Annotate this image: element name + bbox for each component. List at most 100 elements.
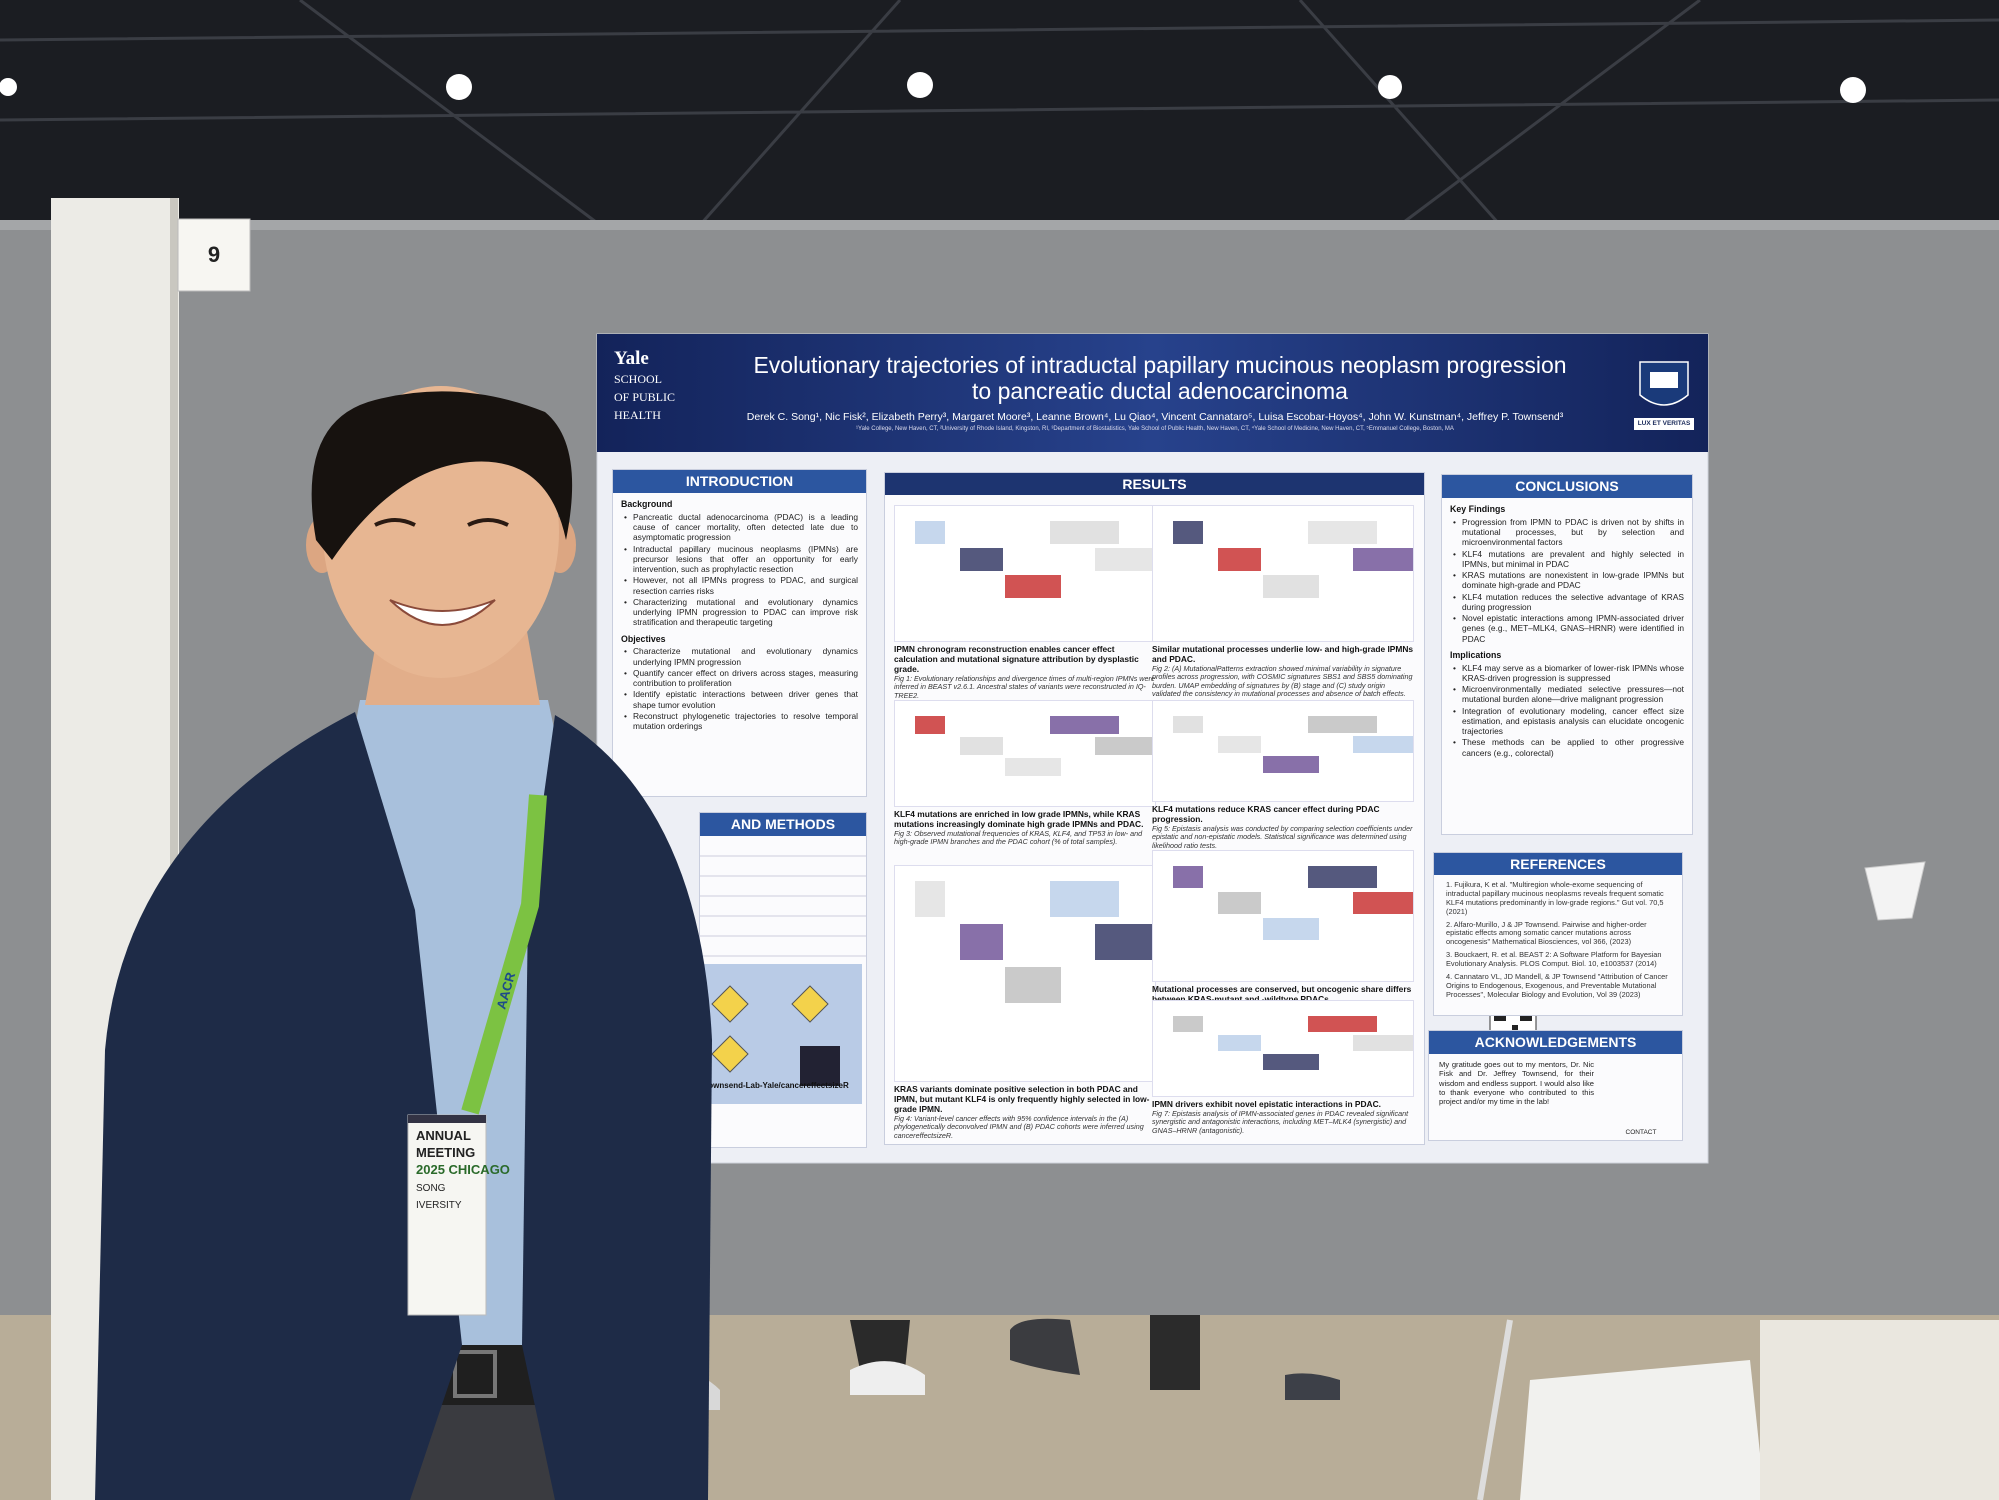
introduction-panel: INTRODUCTION Background Pancreatic ducta… <box>612 469 867 797</box>
chair <box>1477 1319 1999 1500</box>
figure-element <box>960 737 1003 755</box>
methods-panel: AND METHODS Townsend-Lab-Yale/cancereffe… <box>699 812 867 1148</box>
bullet-list: Pancreatic ductal adenocarcinoma (PDAC) … <box>613 512 866 628</box>
figure-element <box>1095 737 1155 755</box>
figure-element <box>915 521 945 544</box>
institution: Yale SCHOOL OF PUBLIC HEALTH <box>614 348 675 424</box>
acknowledgments-panel: ACKNOWLEDGEMENTS My gratitude goes out t… <box>1428 1030 1683 1141</box>
figure-element <box>915 716 945 734</box>
section-heading: CONCLUSIONS <box>1442 475 1692 499</box>
figure-element <box>1218 736 1261 753</box>
methods-figure <box>700 855 866 1105</box>
figure-element <box>1218 1035 1261 1051</box>
cup <box>1864 861 1926 921</box>
conclusions-panel: CONCLUSIONS Key Findings Progression fro… <box>1441 474 1693 835</box>
figure-headline: KLF4 mutations reduce KRAS cancer effect… <box>1152 804 1380 824</box>
figure-element <box>1353 736 1413 753</box>
badge-line: SONG <box>416 1183 446 1194</box>
figure-element <box>1173 1016 1203 1032</box>
section-heading: REFERENCES <box>1434 853 1682 875</box>
bullet-list: KLF4 may serve as a biomarker of lower-r… <box>1442 663 1692 758</box>
figure-element <box>1218 548 1261 571</box>
figure-headline: KLF4 mutations are enriched in low grade… <box>894 809 1144 829</box>
bullet: Integration of evolutionary modeling, ca… <box>1453 706 1684 737</box>
figure-element <box>1050 521 1119 544</box>
figure-element <box>1005 575 1061 598</box>
figure-element <box>915 881 945 917</box>
figure-element <box>1353 1035 1413 1051</box>
badge-line: IVERSITY <box>416 1200 462 1211</box>
reference: 4. Cannataro VL, JD Mandell, & JP Townse… <box>1446 971 1668 999</box>
figure-image <box>894 865 1156 1082</box>
figure-headline: KRAS variants dominate positive selectio… <box>894 1084 1150 1114</box>
badge <box>407 1114 487 1316</box>
section-heading: INTRODUCTION <box>613 470 866 494</box>
figure-headline: Similar mutational processes underlie lo… <box>1152 644 1414 664</box>
result-figure: IPMN chronogram reconstruction enables c… <box>894 505 1156 700</box>
badge-text: ANNUAL MEETING 2025 CHICAGO SONG IVERSITY <box>416 1128 510 1211</box>
reference-list: 1. Fujikura, K et al. "Multiregion whole… <box>1434 880 1682 1000</box>
figure-element <box>1050 881 1119 917</box>
bullet: Microenvironmentally mediated selective … <box>1453 684 1684 705</box>
figure-element <box>960 924 1003 960</box>
section-heading: AND METHODS <box>700 813 866 837</box>
bullet: KRAS mutations are nonexistent in low-gr… <box>1453 570 1684 591</box>
figure-element <box>1173 716 1203 733</box>
bullet-list: Progression from IPMN to PDAC is driven … <box>1442 517 1692 644</box>
bullet: Characterizing mutational and evolutiona… <box>624 597 858 628</box>
figure-element <box>1095 924 1155 960</box>
bullet: KLF4 mutations are prevalent and highly … <box>1453 549 1684 570</box>
figure-element <box>1263 575 1319 598</box>
belt-buckle <box>453 1350 497 1398</box>
references-panel: REFERENCES 1. Fujikura, K et al. "Multir… <box>1433 852 1683 1016</box>
figure-element <box>1308 716 1377 733</box>
poster-header <box>597 334 1708 452</box>
institution-line: HEALTH <box>614 408 661 422</box>
reference: 1. Fujikura, K et al. "Multiregion whole… <box>1446 880 1664 916</box>
methods-url: Townsend-Lab-Yale/cancereffectsizeR <box>704 1081 849 1090</box>
figure-image <box>894 505 1156 642</box>
subheading: Background <box>621 499 673 510</box>
bullet: However, not all IPMNs progress to PDAC,… <box>624 575 858 596</box>
figure-element <box>1353 892 1413 914</box>
figure-element <box>1263 756 1319 773</box>
figure-image <box>894 700 1156 807</box>
jacket-left <box>95 712 462 1500</box>
ceiling-truss <box>0 0 1999 227</box>
figure-element <box>1263 918 1319 940</box>
figure-element <box>1308 866 1377 888</box>
reference: 3. Bouckaert, R. et al. BEAST 2: A Softw… <box>1446 950 1662 968</box>
figure-caption: Fig 3: Observed mutational frequencies o… <box>894 828 1143 847</box>
bullet: Reconstruct phylogenetic trajectories to… <box>624 711 858 732</box>
figure-image <box>1152 505 1414 642</box>
result-figure: IPMN drivers exhibit novel epistatic int… <box>1152 1000 1414 1135</box>
flowchart-nodes <box>711 985 829 1073</box>
figure-image <box>1152 1000 1414 1097</box>
board-number-card <box>177 218 251 292</box>
figure-element <box>1263 1054 1319 1070</box>
figure-element <box>1005 967 1061 1003</box>
poster-title: Evolutionary trajectories of intraductal… <box>753 352 1567 405</box>
bullet: Quantify cancer effect on drivers across… <box>624 668 858 689</box>
institution-name: Yale <box>614 348 649 369</box>
lanyard <box>461 794 547 1115</box>
result-figure: KRAS variants dominate positive selectio… <box>894 865 1156 1140</box>
bullet-list: Characterize mutational and evolutionary… <box>613 646 866 731</box>
board-number: 9 <box>208 242 220 267</box>
jacket-right <box>522 715 712 1500</box>
subheading: Key Findings <box>1450 504 1506 515</box>
figure-headline: Mutational processes are conserved, but … <box>1152 984 1412 1004</box>
figure-element <box>1005 758 1061 776</box>
bullet: KLF4 may serve as a biomarker of lower-r… <box>1453 663 1684 684</box>
hair <box>311 391 573 560</box>
bullet: Novel epistatic interactions among IPMN-… <box>1453 613 1684 644</box>
figure-element <box>1050 716 1119 734</box>
figure-headline: IPMN chronogram reconstruction enables c… <box>894 644 1139 674</box>
figure-caption: Fig 5: Epistasis analysis was conducted … <box>1152 823 1413 850</box>
ceiling-lights <box>0 72 1866 103</box>
acknowledgments-text: My gratitude goes out to my mentors, Dr.… <box>1439 1060 1594 1107</box>
figure-caption: Fig 4: Variant-level cancer effects with… <box>894 1113 1144 1140</box>
section-heading: ACKNOWLEDGEMENTS <box>1429 1031 1682 1055</box>
figure-image <box>1152 700 1414 802</box>
institution-line: SCHOOL <box>614 372 663 386</box>
